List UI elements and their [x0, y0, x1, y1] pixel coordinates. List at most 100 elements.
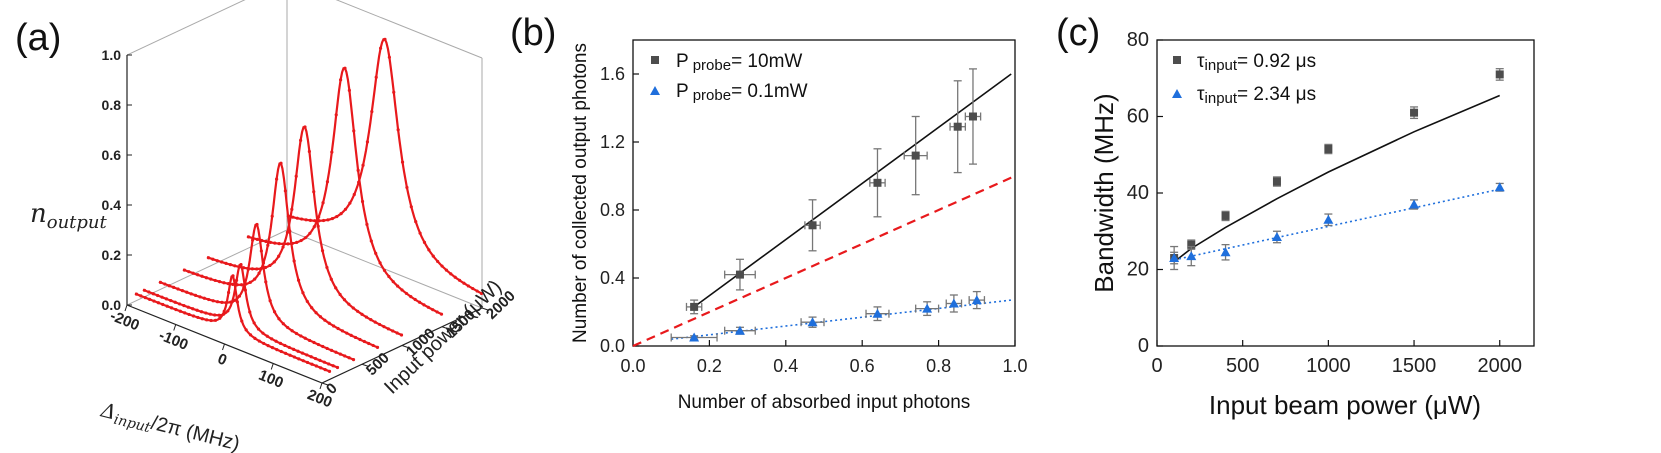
legend-entry-c-2: τinput= 2.34 μs	[1197, 84, 1316, 107]
curve-point	[287, 345, 291, 350]
curve-point	[373, 320, 377, 324]
data-point-square	[735, 270, 744, 279]
curve-point	[400, 160, 405, 164]
x-tick-label: 0.8	[926, 356, 951, 376]
curve-point	[275, 347, 279, 352]
curve-point	[308, 338, 312, 343]
panel-b-x-label: Number of absorbed input photons	[678, 392, 971, 413]
curve-point	[290, 329, 294, 333]
curve-point	[255, 237, 259, 241]
curve-point	[272, 310, 277, 314]
x-tick-label: 1500	[1392, 355, 1437, 377]
legend-entry-c-1: τinput= 0.92 μs	[1197, 51, 1316, 74]
curve-point	[314, 311, 318, 315]
curve-point	[169, 306, 174, 310]
y-tick-mark	[481, 307, 489, 311]
curve-point	[321, 201, 325, 205]
curve-point	[342, 298, 347, 302]
curve-point	[352, 129, 356, 133]
data-point-triangle	[922, 303, 933, 313]
z-tick-label: 0.4	[102, 197, 122, 213]
data-point-triangle	[971, 295, 982, 305]
x-tick-label: -100	[156, 327, 190, 354]
curve-point	[391, 280, 395, 284]
curve-point	[427, 248, 431, 252]
curve-point	[347, 88, 351, 92]
curve-point	[299, 138, 303, 142]
curve-point	[320, 249, 325, 253]
curve-point	[268, 299, 272, 303]
curve-point	[374, 75, 378, 79]
curve-point	[400, 288, 404, 292]
curve-point	[191, 314, 196, 318]
curve-point	[186, 305, 190, 309]
curve-point	[326, 218, 330, 222]
x-tick-label: 1.0	[1002, 356, 1027, 376]
x-tick-label: 1000	[1306, 355, 1351, 377]
curve-point	[295, 240, 299, 244]
panel-a-3d-frame	[126, 0, 483, 384]
curve-point	[365, 140, 370, 144]
data-point-triangle	[1169, 253, 1180, 263]
curve-point	[200, 274, 204, 278]
panel-c-plot-frame	[1156, 39, 1535, 347]
curve-point	[325, 180, 330, 184]
curve-point	[233, 264, 237, 268]
data-point-triangle	[1494, 182, 1505, 192]
data-point-triangle	[734, 325, 745, 335]
resonance-curve	[286, 38, 482, 295]
curve-point	[246, 235, 251, 239]
curve-point	[182, 303, 186, 308]
curve-point	[374, 251, 378, 256]
curve-point	[358, 337, 362, 342]
y-tick-mark	[321, 382, 329, 386]
curve-point	[436, 259, 440, 264]
curve-point	[466, 284, 470, 288]
curve-point	[151, 292, 155, 296]
curve-point	[161, 302, 165, 307]
curve-point	[316, 342, 321, 347]
curve-point	[351, 357, 356, 362]
curve-point	[264, 239, 268, 244]
curve-point	[255, 267, 259, 271]
x-tick-label: 0.2	[697, 356, 722, 376]
curve-point	[204, 276, 208, 280]
curve-point	[349, 333, 353, 337]
resonance-curve	[134, 274, 330, 373]
curve-point	[386, 327, 390, 331]
data-point-square	[1324, 145, 1333, 154]
curve-point	[351, 306, 355, 310]
y-tick-label: 80	[1127, 29, 1149, 51]
panel-a-x-label: Δinput/2π (MHz)	[97, 397, 242, 453]
curve-point	[147, 290, 151, 294]
curve-point	[338, 352, 342, 356]
curve-point	[348, 201, 352, 205]
curve-point	[440, 264, 444, 268]
curve-point	[391, 329, 395, 333]
x-tick-label: 0.4	[773, 356, 798, 376]
curve-point	[292, 259, 296, 263]
y-tick-mark	[361, 363, 369, 367]
curve-point	[200, 317, 204, 321]
data-point-triangle	[1186, 251, 1197, 261]
legend-marker-square	[651, 56, 659, 64]
curve-point	[449, 272, 453, 276]
curve-point	[387, 55, 391, 59]
data-point-square	[911, 151, 920, 160]
curve-point	[207, 297, 211, 302]
curve-point	[211, 299, 215, 303]
curve-point	[178, 309, 182, 313]
curve-point	[218, 316, 222, 320]
curve-point	[299, 238, 303, 243]
curve-point	[303, 236, 308, 240]
data-point-square	[1187, 240, 1196, 249]
curve-point	[297, 357, 301, 361]
curve-point	[327, 369, 332, 373]
curve-point	[347, 356, 351, 360]
curve-point	[314, 364, 318, 368]
curve-point	[431, 254, 435, 258]
curve-point	[338, 292, 342, 297]
curve-point	[262, 341, 266, 346]
curve-point	[164, 297, 168, 301]
curve-point	[409, 205, 413, 209]
